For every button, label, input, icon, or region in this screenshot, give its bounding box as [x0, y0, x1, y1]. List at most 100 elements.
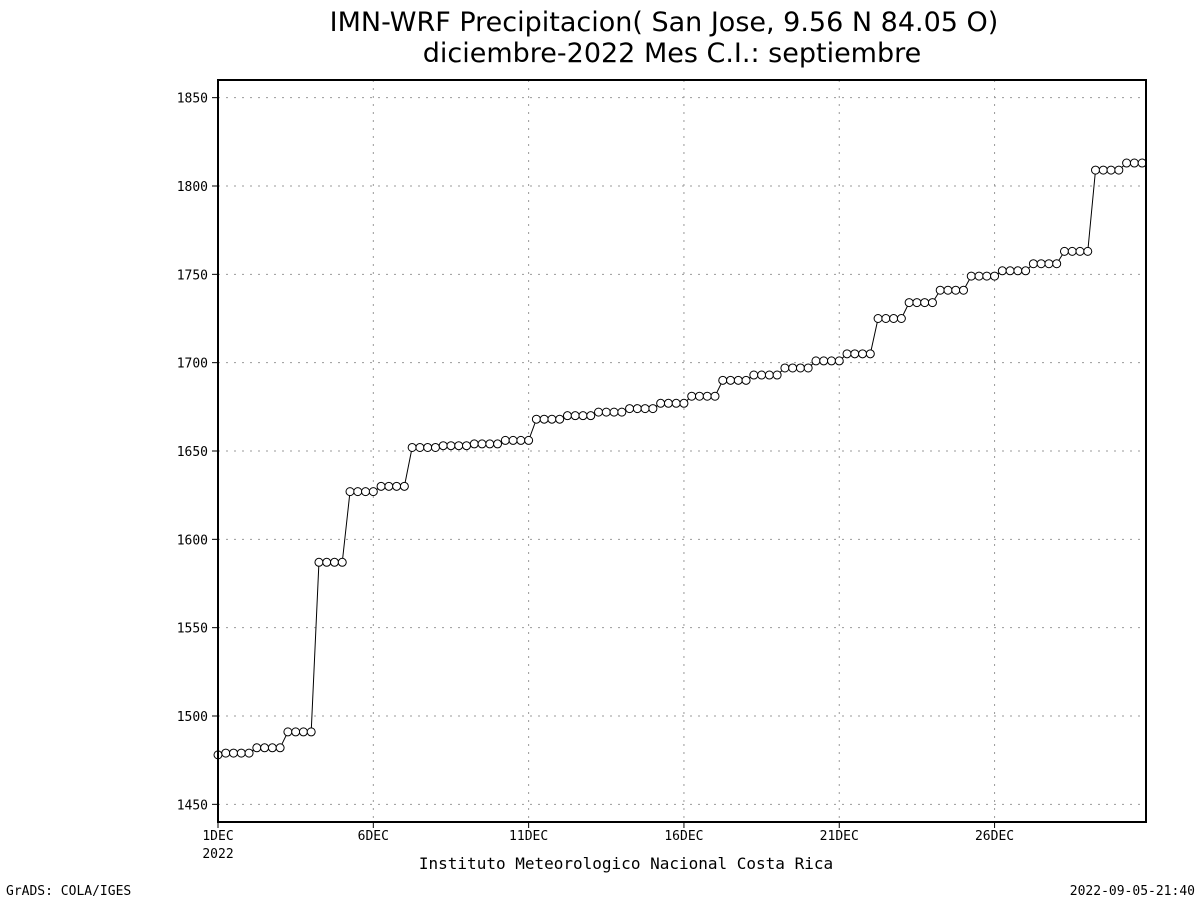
grid — [217, 80, 1146, 822]
data-point — [578, 411, 588, 421]
data-point — [881, 314, 891, 323]
x-tick-label: 1DEC — [202, 829, 233, 844]
data-point — [516, 435, 526, 445]
data-point — [632, 404, 642, 414]
data-point — [1052, 259, 1062, 269]
data-point — [493, 439, 503, 449]
data-point — [990, 271, 1000, 281]
data-point — [741, 375, 751, 385]
x-tick-label: 21DEC — [820, 829, 859, 844]
data-point — [1106, 165, 1116, 175]
data-point — [322, 557, 332, 567]
data-point — [500, 435, 510, 445]
data-point — [438, 441, 448, 451]
data-point — [920, 298, 930, 308]
data-point — [392, 481, 402, 491]
data-point — [547, 414, 557, 424]
data-point — [562, 411, 572, 421]
data-point — [399, 481, 409, 491]
data-point — [726, 375, 736, 385]
y-tick-label: 1800 — [177, 180, 208, 195]
data-point — [943, 285, 953, 295]
data-point — [1013, 266, 1023, 276]
plot-frame — [217, 79, 1147, 823]
data-point — [904, 298, 914, 308]
y-tick-label: 1450 — [177, 798, 208, 813]
data-point — [337, 557, 347, 567]
data-point — [423, 442, 433, 452]
data-point — [298, 727, 308, 737]
data-point — [780, 363, 790, 373]
data-point — [617, 407, 627, 417]
data-point — [671, 398, 681, 408]
data-point — [718, 375, 728, 385]
series-line — [217, 162, 1143, 756]
data-point — [1075, 246, 1085, 256]
data-point — [1114, 165, 1124, 175]
data-point — [446, 441, 456, 451]
data-point — [236, 748, 246, 758]
data-point — [345, 487, 355, 497]
y-tick-label: 1500 — [177, 710, 208, 725]
data-point — [1122, 158, 1132, 168]
data-point — [974, 271, 984, 281]
data-point — [275, 743, 285, 753]
data-point — [430, 442, 440, 452]
x-tick-label: 16DEC — [664, 829, 703, 844]
data-point — [803, 363, 813, 373]
data-point — [842, 349, 852, 359]
y-tick-label: 1650 — [177, 445, 208, 460]
data-point — [889, 314, 899, 323]
data-point — [267, 743, 277, 753]
data-point — [1028, 259, 1038, 269]
data-point — [609, 407, 619, 417]
data-point — [935, 285, 945, 295]
data-point — [896, 314, 906, 323]
data-point — [539, 414, 549, 424]
data-point — [570, 411, 580, 421]
data-point — [454, 441, 464, 451]
data-point — [795, 363, 805, 373]
y-tick-label: 1700 — [177, 357, 208, 372]
data-point — [1098, 165, 1108, 175]
x-tick-label: 6DEC — [358, 829, 389, 844]
data-point — [640, 404, 650, 414]
data-point — [648, 404, 658, 414]
data-series — [213, 158, 1147, 760]
data-point — [477, 439, 487, 449]
data-point — [469, 439, 479, 449]
data-point — [966, 271, 976, 281]
data-point — [834, 356, 844, 366]
data-point — [485, 439, 495, 449]
data-point — [601, 407, 611, 417]
data-point — [1059, 246, 1069, 256]
data-point — [353, 487, 363, 497]
data-point — [679, 398, 689, 408]
data-point — [260, 743, 270, 753]
data-point — [221, 748, 231, 758]
data-point — [959, 285, 969, 295]
x-axis: 1DEC 6DEC 11DEC 16DEC 21DEC 26DEC — [202, 822, 1014, 844]
footer-grads-credit: GrADS: COLA/IGES — [6, 884, 131, 899]
data-point — [1129, 158, 1139, 168]
data-point — [283, 727, 293, 737]
y-axis: 1450 1500 1550 1600 1650 1700 1750 1800 1850 — [177, 92, 218, 813]
data-point — [982, 271, 992, 281]
data-point — [291, 727, 301, 737]
data-point — [912, 298, 922, 308]
data-point — [1137, 158, 1147, 168]
data-point — [694, 391, 704, 401]
y-tick-label: 1550 — [177, 622, 208, 637]
data-point — [462, 441, 471, 451]
data-point — [555, 414, 565, 424]
data-point — [306, 727, 316, 737]
x-year-label: 2022 — [202, 847, 233, 862]
data-point — [788, 363, 798, 373]
data-point — [1044, 259, 1054, 269]
data-point — [244, 748, 254, 758]
data-point — [858, 349, 868, 359]
data-point — [826, 356, 836, 366]
chart-title: IMN-WRF Precipitacion( San Jose, 9.56 N … — [330, 7, 999, 38]
footer-timestamp: 2022-09-05-21:40 — [1070, 884, 1195, 899]
